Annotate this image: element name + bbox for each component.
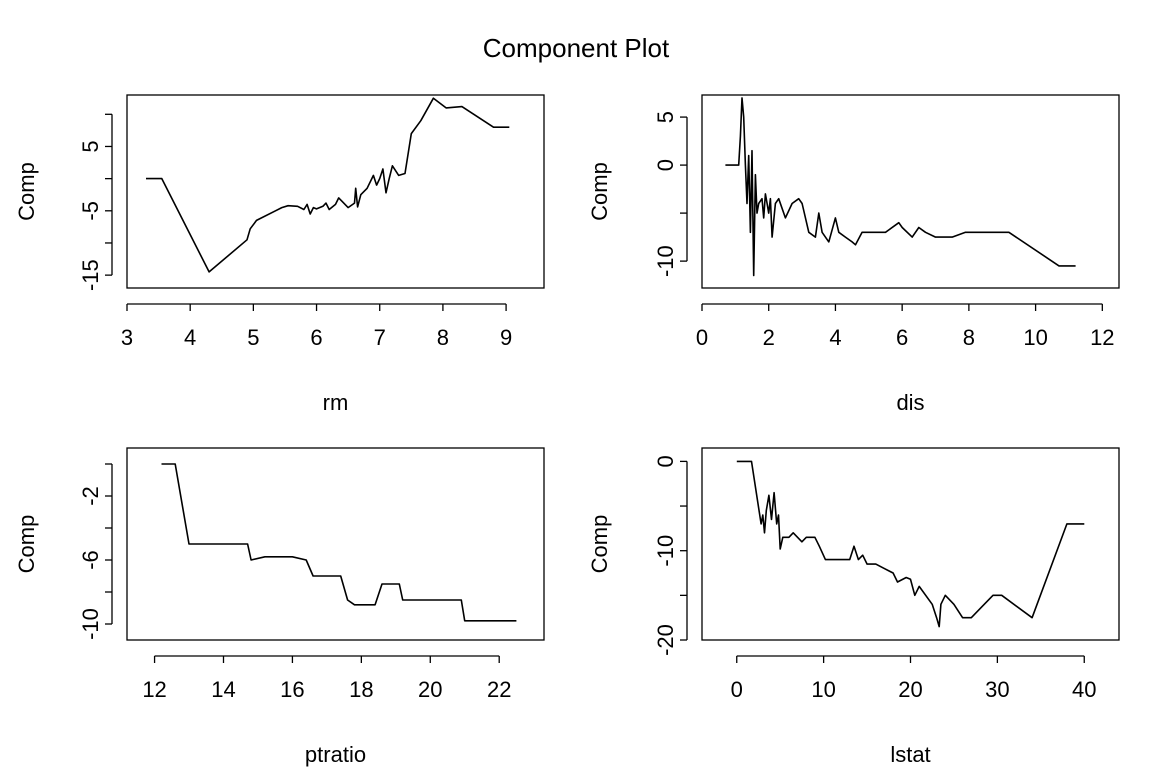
plot-frame (126, 447, 545, 641)
x-tick-label: 0 (696, 325, 708, 350)
panel-lstat: 0 10 20 30 40 lstat -20 -10 0 Comp (587, 447, 1120, 767)
panel-dis: 0 2 4 6 8 10 12 dis -10 0 5 Comp (587, 94, 1120, 415)
x-tick-label: 9 (500, 325, 512, 350)
y-tick-label: 5 (653, 111, 678, 123)
x-tick-label: 6 (310, 325, 322, 350)
y-tick-label: -10 (653, 535, 678, 567)
x-tick-label: 12 (1090, 325, 1114, 350)
y-axis-label: Comp (587, 162, 612, 221)
x-tick-label: 4 (829, 325, 841, 350)
x-tick-label: 10 (811, 677, 835, 702)
y-axis-label: Comp (14, 162, 39, 221)
x-tick-label: 5 (247, 325, 259, 350)
x-axis-label: rm (323, 390, 349, 415)
x-tick-label: 14 (211, 677, 235, 702)
y-tick-label: -15 (78, 259, 103, 291)
x-tick-label: 18 (349, 677, 373, 702)
x-tick-label: 20 (418, 677, 442, 702)
x-tick-label: 40 (1072, 677, 1096, 702)
plot-frame (701, 447, 1120, 641)
y-tick-label: 0 (653, 455, 678, 467)
x-axis-label: dis (896, 390, 924, 415)
panel-ptratio: 12 14 16 18 20 22 ptratio -10 -6 -2 Comp (14, 447, 545, 767)
series-line (725, 97, 1076, 277)
x-tick-label: 30 (985, 677, 1009, 702)
series-line (146, 97, 510, 273)
y-tick-label: -10 (653, 245, 678, 277)
x-tick-label: 6 (896, 325, 908, 350)
x-tick-label: 10 (1023, 325, 1047, 350)
y-tick-label: -5 (78, 201, 103, 221)
x-tick-label: 3 (121, 325, 133, 350)
figure-title: Component Plot (483, 33, 670, 63)
x-tick-label: 2 (763, 325, 775, 350)
plot-frame (701, 94, 1120, 289)
y-tick-label: -2 (78, 486, 103, 506)
series-line (736, 460, 1085, 628)
x-axis-label: lstat (890, 742, 930, 767)
series-line (161, 463, 517, 622)
y-axis-label: Comp (14, 515, 39, 574)
y-tick-label: -20 (653, 624, 678, 656)
x-tick-label: 0 (731, 677, 743, 702)
x-tick-label: 8 (963, 325, 975, 350)
y-tick-label: 5 (78, 140, 103, 152)
x-tick-label: 7 (374, 325, 386, 350)
y-tick-label: -6 (78, 550, 103, 570)
x-tick-label: 22 (487, 677, 511, 702)
x-tick-label: 16 (280, 677, 304, 702)
y-tick-label: 0 (653, 159, 678, 171)
y-axis-label: Comp (587, 515, 612, 574)
plot-frame (126, 94, 545, 289)
x-tick-label: 12 (142, 677, 166, 702)
x-tick-label: 8 (437, 325, 449, 350)
panel-rm: 3 4 5 6 7 8 9 rm -15 -5 5 Comp (14, 94, 545, 415)
x-tick-label: 4 (184, 325, 196, 350)
x-tick-label: 20 (898, 677, 922, 702)
x-axis-label: ptratio (305, 742, 366, 767)
y-tick-label: -10 (78, 608, 103, 640)
